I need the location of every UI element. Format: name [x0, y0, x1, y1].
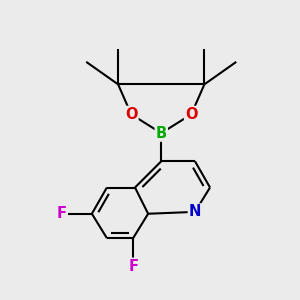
- Text: N: N: [189, 204, 201, 219]
- Text: O: O: [185, 107, 197, 122]
- Text: B: B: [156, 126, 167, 141]
- Text: F: F: [57, 206, 67, 221]
- Text: O: O: [125, 107, 137, 122]
- Text: F: F: [128, 259, 138, 274]
